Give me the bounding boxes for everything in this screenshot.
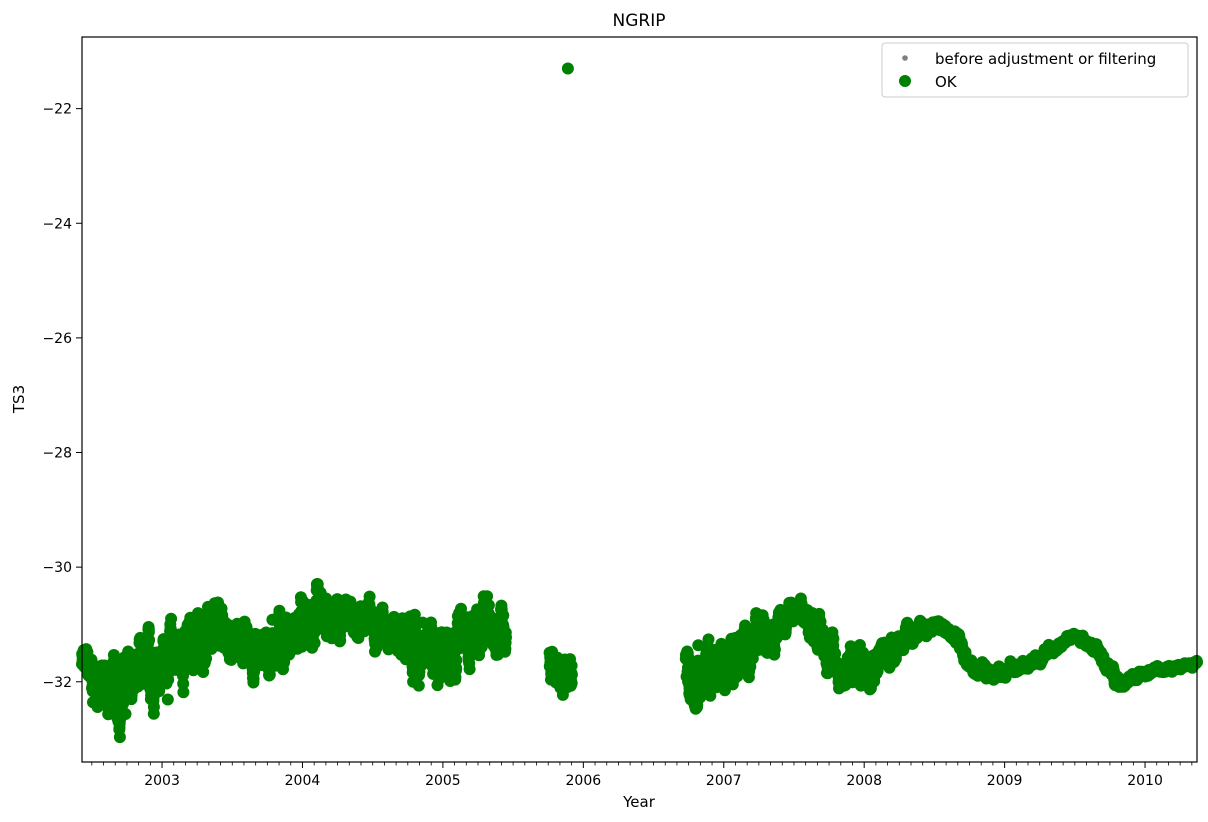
data-point (565, 668, 578, 681)
data-point (162, 673, 175, 686)
y-tick-label: −32 (42, 675, 72, 691)
data-point (463, 663, 476, 676)
data-point (165, 612, 178, 625)
data-point (334, 634, 347, 647)
data-point (200, 652, 213, 665)
data-point (500, 631, 512, 644)
data-point (113, 731, 126, 744)
data-point (177, 677, 190, 690)
data-point (408, 608, 421, 621)
data-point (187, 664, 200, 677)
data-point (308, 637, 321, 649)
data-point (370, 642, 383, 654)
y-tick-label: −28 (42, 446, 72, 462)
data-point (161, 693, 174, 706)
data-point (363, 590, 376, 603)
y-tick-label: −30 (42, 560, 72, 576)
chart-title: NGRIP (613, 11, 666, 31)
data-point (109, 652, 122, 665)
data-points-layer (76, 62, 1203, 744)
data-point (497, 609, 510, 622)
data-point (768, 643, 781, 656)
y-tick-label: −24 (42, 216, 72, 232)
outlier-point (561, 62, 574, 75)
data-point (143, 634, 156, 646)
data-point (177, 686, 190, 699)
data-point (702, 633, 715, 646)
data-point (827, 632, 840, 645)
data-point (450, 654, 463, 667)
y-tick-label: −26 (42, 331, 72, 347)
data-point (147, 701, 160, 713)
data-point (412, 679, 425, 692)
y-tick-label: −22 (42, 102, 72, 118)
data-point (119, 708, 132, 720)
data-point (482, 599, 495, 612)
